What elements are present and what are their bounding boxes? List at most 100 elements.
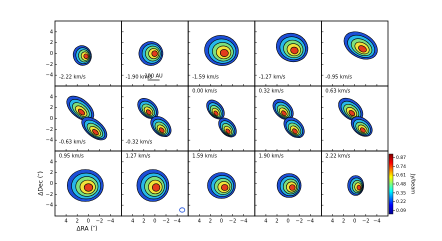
y-tick-label: 2 [50,105,53,111]
y-tick-label: 4 [50,159,53,165]
x-axis-label: ΔRA (″) [77,226,98,233]
panel-group: 0.63 km/s [320,85,389,152]
y-tick-label: −2 [46,127,53,133]
panel-group: -1.90 km/s [121,20,189,87]
colorbar-tick-label: 0.09 [396,208,406,214]
velocity-label: -1.59 km/s [192,75,219,81]
panel-group: -2.22 km/s 4 2 0 −2 −4 [46,20,122,87]
y-tick-label: −4 [46,138,53,144]
x-tick-label: 4 [331,219,334,225]
panel-group: 2.22 km/s 4 2 0 −2 −4 [320,150,389,225]
panel-group: 1.90 km/s 4 2 0 −2 −4 [254,150,322,225]
velocity-label: 0.95 km/s [59,154,84,160]
x-tick-label: −2 [296,219,303,225]
emission-contour [151,50,158,57]
panel-group: -0.95 km/s [320,20,389,87]
x-tick-label: 4 [264,219,267,225]
x-tick-label: −4 [240,219,247,225]
x-tick-label: −4 [107,219,114,225]
y-tick-label: −2 [46,62,53,68]
panel-group: -0.63 km/s 4 2 0 −2 −4 [46,85,122,152]
panel-group: -1.27 km/s [254,20,322,87]
x-tick-label: −2 [229,219,236,225]
emission-contour [83,53,89,59]
emission-contour [159,127,165,133]
y-tick-label: 4 [50,94,53,100]
y-tick-label: 0 [50,181,53,187]
x-tick-label: 0 [87,219,90,225]
velocity-label: 0.00 km/s [192,89,217,95]
colorbar-tick-label: 0.87 [396,155,406,161]
y-tick-label: 0 [50,51,53,57]
emission-contour [83,183,94,192]
colorbar-tick-label: 0.35 [396,190,406,196]
x-tick-label: 2 [142,219,145,225]
velocity-label: -0.63 km/s [59,140,86,146]
panel-group: 1.27 km/s 4 2 0 −2 −4 [121,150,189,225]
emission-contour [225,128,231,134]
emission-contour [213,110,219,116]
x-tick-label: 0 [220,219,223,225]
emission-contour [358,45,367,53]
velocity-label: -2.22 km/s [59,75,86,81]
emission-contour [146,109,152,115]
emission-contour [281,110,287,116]
x-tick-label: 4 [198,219,201,225]
colorbar-label: Jy/beam [410,173,416,194]
velocity-label: 1.27 km/s [126,154,151,160]
emission-contour [292,128,298,134]
x-tick-label: 4 [131,219,134,225]
y-tick-label: 4 [50,29,53,35]
emission-contour [219,49,229,57]
y-tick-label: −4 [46,203,53,209]
velocity-label: 0.32 km/s [259,89,284,95]
x-tick-label: 0 [153,219,156,225]
colorbar-tick-label: 0.74 [396,164,406,170]
emission-contour [360,127,366,133]
x-tick-label: −4 [307,219,314,225]
x-tick-label: 4 [65,219,68,225]
emission-contour [221,184,229,191]
colorbar-tick-label: 0.22 [396,199,406,205]
velocity-label: 0.63 km/s [325,89,350,95]
emission-contour [348,110,356,117]
x-tick-label: 0 [353,219,356,225]
velocity-label: 1.90 km/s [259,154,284,160]
panel-group: -0.32 km/s [121,85,189,152]
panel-group: -1.59 km/s [187,20,256,87]
colorbar [388,153,394,215]
emission-contour [151,183,161,192]
panel-group: 0.00 km/s [187,85,256,152]
velocity-label: -0.95 km/s [325,75,352,81]
y-tick-label: 2 [50,40,53,46]
y-tick-label: 0 [50,116,53,122]
velocity-label: 1.59 km/s [192,154,217,160]
y-tick-label: 2 [50,170,53,176]
y-axis-label: ΔDec (″) [38,171,45,196]
x-tick-label: 2 [275,219,278,225]
velocity-label: -1.90 km/s [126,75,153,81]
velocity-label: -1.27 km/s [259,75,286,81]
emission-contour [77,108,86,116]
panel-group: 0.95 km/s 4 2 0 −2 −4 4 2 0 −2 −4 [46,150,122,225]
velocity-label: -0.32 km/s [126,140,153,146]
emission-contour [290,46,299,55]
beam [179,207,186,213]
x-tick-label: −2 [96,219,103,225]
x-tick-label: 2 [342,219,345,225]
x-tick-label: −2 [362,219,369,225]
emission-contour [92,129,99,136]
x-tick-label: −4 [373,219,380,225]
colorbar-tick-label: 0.61 [396,173,406,179]
scale-bar-label: 100 AU [144,74,163,80]
y-tick-label: −4 [46,73,53,79]
x-tick-label: 2 [76,219,79,225]
panel-group: 0.32 km/s [254,85,322,152]
x-tick-label: −4 [173,219,180,225]
emission-contour [356,184,362,191]
panel-group: 1.59 km/s 4 2 0 −2 −4 [187,150,256,225]
x-tick-label: −2 [162,219,169,225]
velocity-label: 2.22 km/s [325,154,350,160]
y-tick-label: −2 [46,192,53,198]
